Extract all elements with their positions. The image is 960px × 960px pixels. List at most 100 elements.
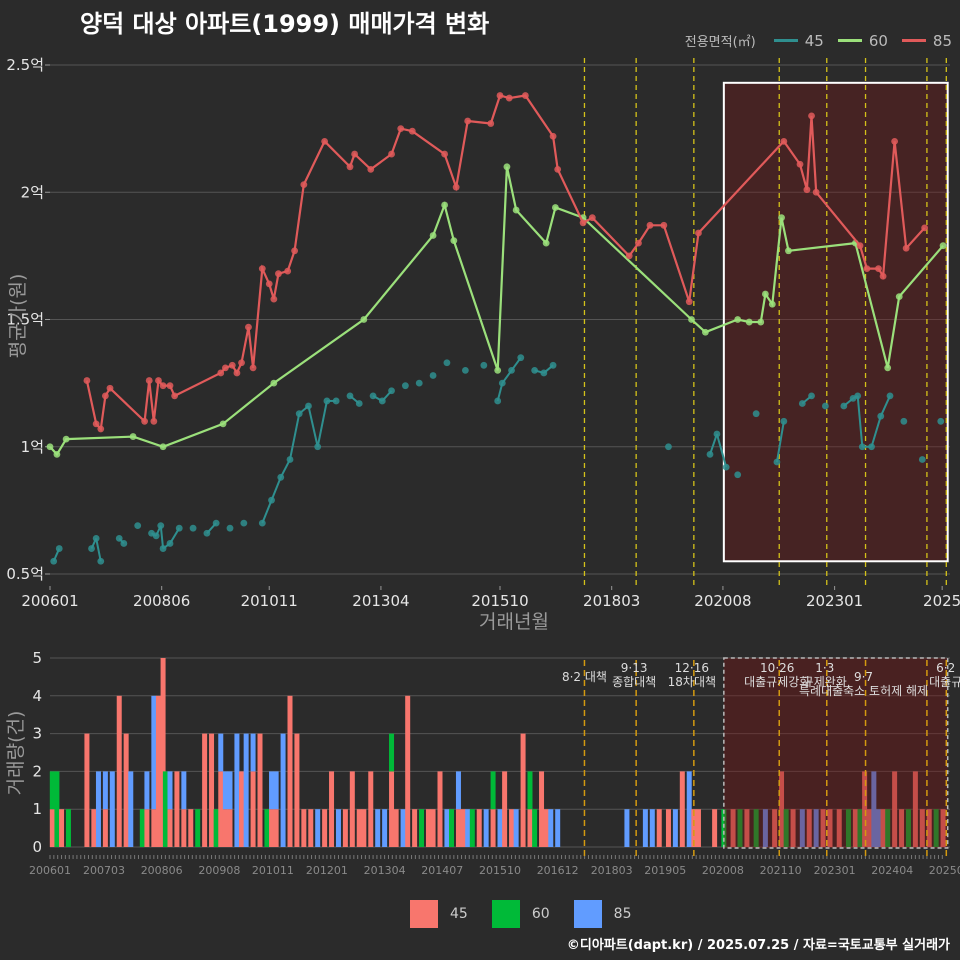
bar-segment: [250, 733, 256, 772]
policy-label: 대출규: [929, 675, 960, 689]
legend-top: 전용면적(㎡) 45 60 85: [685, 31, 952, 51]
data-point-60: [219, 420, 227, 428]
data-point-45: [115, 534, 123, 542]
data-point-45: [295, 410, 303, 418]
bar-x-tick-label: 200806: [141, 864, 183, 877]
policy-label: 8·2 대책: [562, 669, 607, 684]
data-point-45: [159, 545, 167, 552]
policy-label: 9·13: [621, 661, 648, 675]
series-line-60: [49, 166, 944, 457]
data-point-45: [752, 410, 760, 418]
bar-segment: [280, 733, 286, 847]
data-point-45: [157, 522, 165, 530]
data-point-85: [145, 377, 153, 384]
bar-segment: [691, 809, 697, 847]
data-point-45: [415, 379, 423, 387]
data-point-85: [505, 94, 513, 102]
data-point-45: [50, 557, 58, 565]
bar-segment: [264, 809, 270, 847]
bar-segment: [209, 733, 215, 847]
bar-y-tick-label: 5: [32, 649, 42, 667]
bar-segment: [102, 809, 108, 847]
bar-segment: [899, 809, 905, 847]
data-point-85: [270, 295, 278, 303]
bar-segment: [940, 809, 946, 847]
bar-segment: [91, 809, 97, 847]
bar-segment: [497, 809, 503, 847]
series-segment-45: [775, 421, 785, 463]
data-point-85: [812, 188, 820, 196]
data-point-60: [46, 443, 54, 451]
data-point-45: [189, 524, 197, 532]
bar-segment: [213, 809, 219, 847]
policy-label: 12·16: [675, 661, 709, 675]
data-point-60: [503, 163, 511, 171]
data-point-45: [858, 443, 866, 451]
bar-segment: [102, 771, 108, 810]
bar-segment: [919, 809, 925, 847]
data-point-85: [321, 137, 329, 145]
data-point-45: [531, 367, 539, 374]
data-point-85: [265, 280, 273, 288]
data-point-45: [886, 392, 894, 400]
data-point-45: [97, 557, 105, 565]
policy-label: 규제완화: [803, 675, 847, 689]
bar-x-tick-label: 201304: [364, 864, 406, 877]
data-point-85: [351, 150, 359, 158]
bar-segment: [308, 809, 314, 847]
bar-segment: [679, 771, 685, 847]
bar-segment: [672, 809, 678, 847]
data-point-85: [245, 323, 252, 331]
bar-segment: [144, 771, 150, 810]
data-point-85: [635, 239, 642, 247]
bar-segment: [188, 809, 194, 847]
bar-segment: [257, 733, 263, 847]
bar-segment: [905, 809, 911, 847]
bar-x-tick-label: 202008: [702, 864, 744, 877]
data-point-85: [159, 382, 167, 390]
x-tick-label: 202301: [806, 592, 863, 610]
bar-segment: [84, 733, 90, 847]
data-point-85: [291, 247, 299, 255]
bar-segment: [162, 771, 168, 847]
bar-segment: [444, 809, 450, 847]
data-point-45: [355, 400, 363, 407]
bar-segment: [368, 771, 374, 847]
data-point-85: [300, 181, 308, 189]
bar-segment: [892, 771, 898, 847]
x-axis-title: 거래년월: [479, 611, 549, 633]
bar-segment: [502, 771, 508, 847]
bar-segment: [686, 771, 692, 847]
data-point-45: [401, 382, 409, 390]
bar-segment: [695, 809, 701, 847]
data-point-85: [808, 112, 815, 120]
bar-segment: [455, 809, 461, 847]
bar-segment: [772, 809, 778, 847]
bar-legend-item-60: 60: [491, 900, 550, 928]
data-point-45: [203, 529, 211, 537]
legend-label-45: 45: [804, 31, 824, 50]
data-point-45: [305, 402, 312, 410]
data-point-45: [240, 519, 248, 527]
data-point-85: [487, 120, 495, 127]
bar-segment: [465, 809, 471, 847]
bar-y-axis-title: 거래량(건): [5, 711, 27, 796]
bar-segment: [222, 771, 228, 810]
bar-segment: [116, 695, 122, 847]
bar-segment: [218, 771, 224, 847]
data-point-45: [713, 430, 721, 438]
data-point-85: [452, 183, 460, 191]
data-point-45: [798, 400, 806, 407]
data-point-45: [286, 456, 294, 463]
bar-segment: [128, 771, 134, 847]
legend-bottom: 45 60 85: [410, 900, 655, 928]
bar-segment: [430, 809, 436, 847]
bar-segment: [202, 733, 208, 847]
bar-x-tick-label: 200908: [198, 864, 240, 877]
y-tick-label: 2억: [21, 183, 44, 201]
bar-x-tick-label: 201510: [479, 864, 521, 877]
bar-segment: [167, 809, 173, 847]
bar-segment: [227, 809, 233, 847]
data-point-85: [106, 384, 114, 392]
bar-segment: [532, 809, 538, 847]
